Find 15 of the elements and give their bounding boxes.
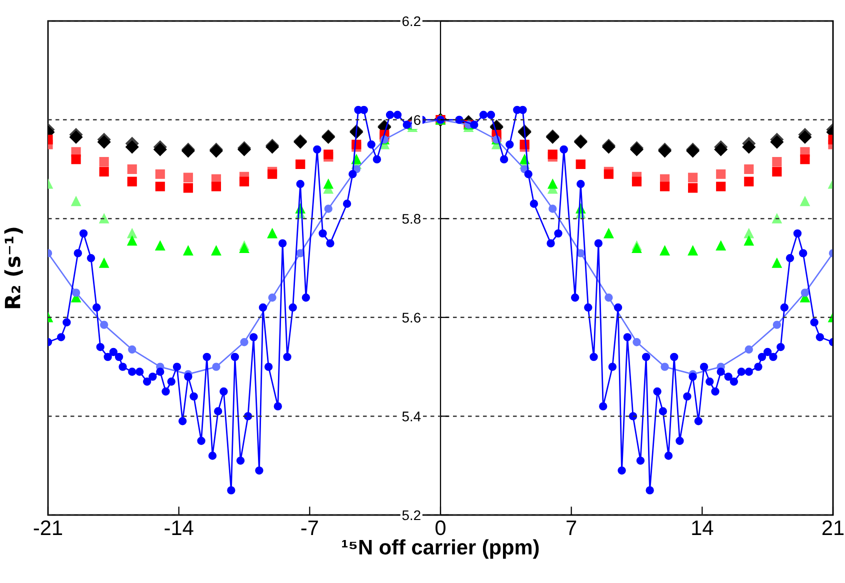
y-tick-label: 6	[414, 115, 420, 125]
y-tick-label: 5.8	[402, 214, 420, 224]
x-tick-label: 0	[436, 520, 446, 536]
y-axis-title: R₂ (s⁻¹)	[4, 228, 23, 308]
x-tick-label: 21	[822, 520, 844, 535]
y-tick-label: 5.6	[402, 312, 420, 323]
x-tick-label: 7	[566, 520, 576, 535]
x-tick-label: -21	[34, 520, 62, 535]
x-axis-title: ¹⁵N off carrier (ppm)	[342, 539, 539, 559]
y-tick-label: 5.4	[402, 412, 421, 422]
x-tick-label: 14	[692, 520, 714, 535]
x-tick-label: -7	[301, 520, 318, 535]
y-tick-label: 6.2	[402, 16, 420, 26]
y-tick-label: 5.2	[402, 510, 420, 520]
x-tick-label: -14	[164, 520, 194, 535]
